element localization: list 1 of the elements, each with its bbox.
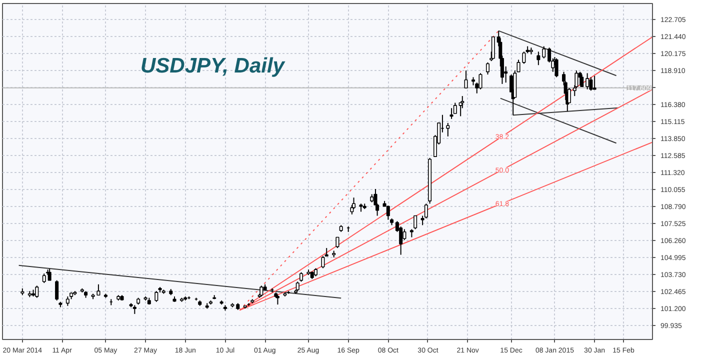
text: USDJPY, Daily [140, 54, 286, 78]
